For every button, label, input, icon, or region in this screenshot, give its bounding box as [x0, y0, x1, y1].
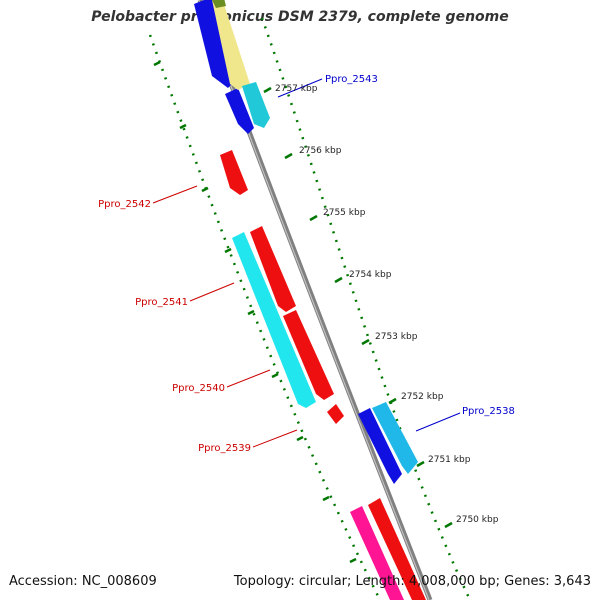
- gene-label-ppro-2540: Ppro_2540: [172, 383, 225, 394]
- gene-label-ppro-2538: Ppro_2538: [462, 406, 515, 417]
- scale-label-2755: 2755 kbp: [323, 208, 366, 218]
- gene-arrow-ppro-2543: [242, 82, 270, 128]
- gene-arrow-olive: [212, 0, 226, 8]
- leader-ppro-2543: [277, 78, 323, 98]
- gene-label-ppro-2539: Ppro_2539: [198, 443, 251, 454]
- gene-arrow-magenta: [350, 506, 404, 600]
- scale-label-2754: 2754 kbp: [349, 270, 392, 280]
- outer-major-ticks: [263, 86, 453, 529]
- scale-label-2757: 2757 kbp: [275, 84, 318, 94]
- gene-arrow-ppro-2538-cyan: [372, 402, 418, 474]
- scale-label-2752: 2752 kbp: [401, 392, 444, 402]
- scale-label-2756: 2756 kbp: [299, 146, 342, 156]
- leader-ppro-2538: [415, 412, 461, 432]
- genome-stats-text: Topology: circular; Length: 4,008,000 bp…: [233, 574, 591, 589]
- gene-arrow-ppro-2538-blue: [358, 408, 402, 484]
- gene-arrow-ppro-2539: [327, 404, 344, 424]
- inner-major-ticks: [153, 60, 357, 564]
- leader-ppro-2542: [152, 185, 198, 204]
- leader-ppro-2540: [226, 369, 271, 388]
- gene-arrow-ppro-2540-a: [250, 226, 296, 312]
- scale-label-2750: 2750 kbp: [456, 515, 499, 525]
- gene-label-ppro-2543: Ppro_2543: [325, 74, 378, 85]
- scale-label-2753: 2753 kbp: [375, 332, 418, 342]
- gene-label-ppro-2541: Ppro_2541: [135, 297, 188, 308]
- gene-arrow-ppro-2542: [220, 150, 248, 195]
- gene-arrow-khaki: [212, 0, 250, 90]
- gene-arrow-ppro-2541: [232, 232, 316, 408]
- accession-text: Accession: NC_008609: [9, 574, 157, 589]
- gene-label-ppro-2542: Ppro_2542: [98, 199, 151, 210]
- inner-scale-track: [148, 34, 382, 600]
- gene-arrow-ppro-2540-b: [283, 310, 334, 400]
- leader-ppro-2541: [189, 282, 235, 302]
- genome-title: Pelobacter propionicus DSM 2379, complet…: [91, 9, 509, 25]
- gene-arrow-red-bottom: [368, 498, 426, 600]
- gene-arrow-ppro-2543-reverse: [225, 88, 254, 134]
- outer-scale-track: [260, 17, 472, 600]
- gene-arrow-blue-top: [194, 0, 236, 88]
- scale-label-2751: 2751 kbp: [428, 455, 471, 465]
- leader-ppro-2539: [252, 429, 298, 448]
